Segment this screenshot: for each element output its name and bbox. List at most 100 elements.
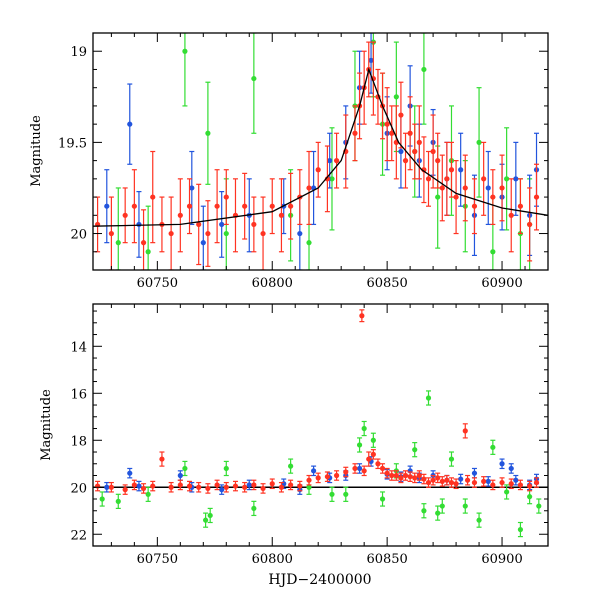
bottom-panel-xlabel: HJD−2400000 <box>268 572 371 588</box>
bottom-green-point <box>425 395 432 401</box>
bottom-green-point <box>412 447 418 453</box>
top-blue-point <box>136 221 142 228</box>
top-red-point <box>223 194 229 200</box>
top-xtick-label: 60800 <box>252 276 293 291</box>
top-red-point <box>131 203 137 209</box>
bottom-panel-frame <box>92 303 549 547</box>
top-panel-ylabel: Magnitude <box>29 115 44 187</box>
top-green-point <box>145 249 151 255</box>
top-red-point <box>412 148 418 155</box>
bottom-red-point <box>333 472 340 479</box>
bottom-green-point <box>490 444 496 450</box>
top-green-point <box>393 94 399 100</box>
top-green-point <box>223 230 229 237</box>
bottom-green-point <box>207 512 213 519</box>
top-red-point <box>269 203 275 209</box>
bottom-red-point <box>251 482 257 488</box>
top-blue-point <box>398 148 404 155</box>
bottom-red-point <box>453 481 459 487</box>
top-red-point <box>389 130 395 136</box>
top-blue-point <box>189 185 195 191</box>
top-ytick-label: 19 <box>70 45 87 60</box>
bottom-green-point <box>536 503 542 509</box>
bottom-blue-point <box>499 461 505 467</box>
top-red-point <box>527 221 533 228</box>
bottom-blue-point <box>311 468 317 474</box>
bottom-red-point <box>375 461 381 467</box>
top-red-point <box>108 230 114 237</box>
bottom-blue-point <box>356 465 363 472</box>
bottom-red-point <box>297 483 303 489</box>
top-red-point <box>333 158 340 164</box>
bottom-green-point <box>462 503 468 509</box>
top-red-point <box>444 176 450 182</box>
top-ytick-label: 20 <box>70 228 87 243</box>
top-red-point <box>508 212 514 218</box>
top-red-point <box>425 176 432 182</box>
top-red-point <box>402 158 409 164</box>
bottom-blue-point <box>508 465 514 472</box>
bottom-green-point <box>370 437 376 443</box>
top-green-point <box>329 176 335 182</box>
top-red-point <box>430 148 436 155</box>
bottom-green-point <box>476 517 482 523</box>
top-xtick-label: 60850 <box>366 276 407 291</box>
bottom-xtick-label: 60900 <box>481 552 522 567</box>
top-red-point <box>398 112 404 118</box>
top-green-point <box>476 139 482 145</box>
bottom-red-point <box>421 476 427 482</box>
top-red-point <box>122 212 128 218</box>
top-blue-point <box>368 57 374 63</box>
top-red-point <box>448 167 455 173</box>
bottom-red-point <box>131 482 137 488</box>
bottom-red-point <box>481 478 487 484</box>
bottom-green-point <box>504 489 510 495</box>
top-green-point <box>421 66 427 73</box>
bottom-green-point <box>223 465 229 472</box>
top-red-point <box>168 230 174 237</box>
top-red-point <box>186 203 193 209</box>
top-green-point <box>205 130 211 136</box>
bottom-ytick-label: 14 <box>70 340 87 355</box>
bottom-ytick-label: 20 <box>70 481 87 496</box>
top-red-point <box>278 212 285 218</box>
top-blue-point <box>104 203 110 209</box>
bottom-red-point <box>177 482 183 488</box>
bottom-blue-point <box>127 470 133 476</box>
top-red-point <box>288 203 294 209</box>
top-blue-point <box>127 121 133 127</box>
bottom-red-point <box>412 475 418 481</box>
bottom-blue-point <box>471 470 478 476</box>
top-red-point <box>533 194 540 200</box>
top-red-point <box>407 130 413 136</box>
bottom-red-point <box>508 481 514 487</box>
bottom-red-point <box>168 484 174 490</box>
bottom-red-point <box>196 484 202 490</box>
top-red-point <box>416 139 422 145</box>
top-red-point <box>315 167 321 173</box>
bottom-red-point <box>435 475 441 481</box>
bottom-green-point <box>435 510 441 516</box>
top-red-point <box>471 203 478 209</box>
bottom-green-point <box>439 503 445 509</box>
top-red-point <box>251 221 257 228</box>
top-red-point <box>453 194 459 200</box>
bottom-blue-point <box>177 472 183 479</box>
bottom-green-point <box>251 505 257 512</box>
top-green-point <box>251 75 257 82</box>
bottom-panel-marks <box>93 309 548 538</box>
bottom-ytick-label: 22 <box>70 528 87 543</box>
bottom-green-point <box>356 442 363 448</box>
top-green-point <box>490 249 496 255</box>
bottom-red-point <box>108 484 114 490</box>
top-green-point <box>182 48 188 54</box>
bottom-red-point <box>499 479 505 486</box>
bottom-red-point <box>444 477 450 483</box>
bottom-red-point <box>439 478 445 484</box>
top-red-point <box>140 240 147 246</box>
bottom-panel: 60750 60800 60850 60900 14 16 18 20 22 Magnitude… <box>39 303 549 588</box>
bottom-green-point <box>343 491 349 497</box>
top-green-point <box>306 240 312 246</box>
top-red-point <box>517 203 524 209</box>
